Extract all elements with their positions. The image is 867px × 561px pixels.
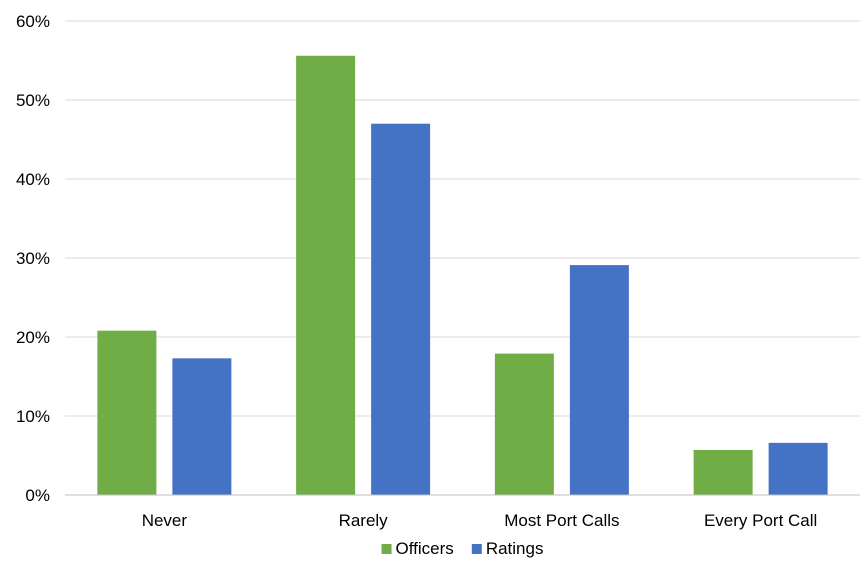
x-category-label: Rarely (339, 511, 389, 530)
y-tick-label: 50% (16, 91, 50, 110)
y-axis-tick-labels: 0% 10% 20% 30% 40% 50% 60% (16, 12, 50, 505)
x-category-label: Most Port Calls (504, 511, 619, 530)
y-tick-label: 60% (16, 12, 50, 31)
bar-ratings-3 (768, 442, 828, 495)
legend: Officers Ratings (381, 539, 544, 558)
bars (97, 55, 828, 495)
bar-ratings-1 (371, 123, 431, 495)
legend-item-officers: Officers (381, 539, 454, 558)
x-category-label: Never (142, 511, 188, 530)
y-tick-label: 30% (16, 249, 50, 268)
bar-officers-3 (693, 449, 753, 495)
legend-label: Ratings (486, 539, 544, 558)
bar-officers-0 (97, 330, 157, 495)
legend-swatch (381, 544, 392, 554)
y-tick-label: 0% (25, 486, 50, 505)
legend-label: Officers (396, 539, 454, 558)
y-tick-label: 10% (16, 407, 50, 426)
y-tick-label: 40% (16, 170, 50, 189)
bar-ratings-0 (172, 358, 232, 495)
y-tick-label: 20% (16, 328, 50, 347)
x-axis-category-labels: Never Rarely Most Port Calls Every Port Cal… (142, 511, 818, 530)
x-category-label: Every Port Call (704, 511, 817, 530)
legend-item-ratings: Ratings (471, 539, 544, 558)
bar-officers-2 (494, 353, 554, 495)
bar-officers-1 (296, 55, 356, 495)
bar-ratings-2 (569, 265, 629, 495)
gridlines (65, 20, 860, 417)
legend-swatch (471, 544, 482, 554)
